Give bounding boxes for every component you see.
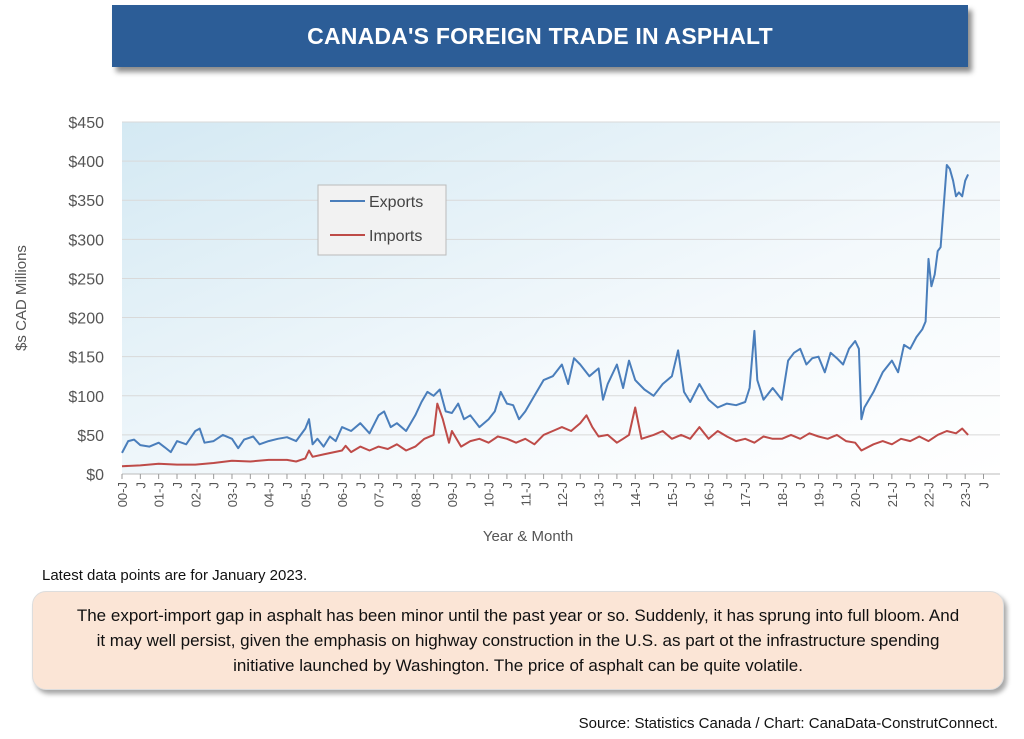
y-axis-ticks: $0 $50 $100 $150 $200 $250 $300 $350 $400 $450: [68, 115, 104, 484]
legend-imports-label: Imports: [369, 228, 422, 245]
x-tick-label: 01-J: [152, 482, 167, 507]
legend: Exports Imports: [317, 184, 447, 256]
x-tick-label: J: [133, 482, 148, 489]
x-axis-ticks: 00-J J 01-J J 02-J J 03-J J 04-J J 05-J J 06-J J 07-J J…: [115, 474, 992, 507]
y-tick-label: $100: [68, 389, 104, 406]
x-tick-label: J: [170, 482, 185, 489]
x-tick-label: 11-J: [518, 482, 533, 506]
x-tick-label: 09-J: [445, 482, 460, 507]
x-tick-label: 16-J: [702, 482, 717, 507]
x-tick-label: J: [317, 482, 332, 489]
x-axis-label: Year & Month: [483, 528, 573, 545]
x-tick-label: J: [720, 482, 735, 489]
plot-area: [122, 122, 1000, 474]
legend-box: [317, 184, 447, 256]
x-tick-label: 00-J: [115, 482, 130, 507]
x-tick-label: 08-J: [408, 482, 423, 507]
legend-exports-label: Exports: [369, 194, 423, 211]
y-tick-label: $0: [86, 467, 104, 484]
x-tick-label: 19-J: [812, 482, 827, 507]
x-tick-label: 04-J: [262, 482, 277, 507]
y-tick-label: $50: [77, 428, 104, 445]
x-tick-label: 18-J: [775, 482, 790, 507]
y-tick-label: $350: [68, 193, 104, 210]
x-tick-label: J: [427, 482, 442, 489]
latest-data-note: Latest data points are for January 2023.: [42, 567, 308, 584]
x-tick-label: 06-J: [335, 482, 350, 507]
x-tick-label: J: [390, 482, 405, 489]
x-tick-label: J: [207, 482, 222, 489]
x-tick-label: J: [243, 482, 258, 489]
x-tick-label: 23-J: [958, 482, 973, 507]
series-line-exports: [121, 164, 970, 454]
y-tick-label: $250: [68, 271, 104, 288]
x-tick-label: 21-J: [885, 482, 900, 507]
x-tick-label: 07-J: [372, 482, 387, 507]
x-tick-label: J: [940, 482, 955, 489]
x-tick-label: 14-J: [628, 482, 643, 507]
commentary-text: The export-import gap in asphalt has bee…: [76, 606, 960, 675]
x-tick-label: J: [793, 482, 808, 489]
y-tick-label: $400: [68, 154, 104, 171]
x-tick-label: J: [830, 482, 845, 489]
y-tick-label: $200: [68, 311, 104, 328]
x-tick-label: J: [610, 482, 625, 489]
x-tick-label: J: [757, 482, 772, 489]
x-tick-label: J: [867, 482, 882, 489]
series-lines: [121, 164, 970, 468]
chart-title: CANADA'S FOREIGN TRADE IN ASPHALT: [307, 22, 773, 49]
y-tick-label: $150: [68, 350, 104, 367]
x-tick-label: J: [537, 482, 552, 489]
x-tick-label: 12-J: [555, 482, 570, 507]
x-tick-label: 15-J: [665, 482, 680, 507]
x-tick-label: J: [903, 482, 918, 489]
title-banner: CANADA'S FOREIGN TRADE IN ASPHALT: [112, 5, 968, 67]
x-tick-label: 22-J: [922, 482, 937, 507]
series-line-imports: [121, 402, 969, 468]
x-tick-label: J: [977, 482, 992, 489]
x-tick-label: 17-J: [738, 482, 753, 507]
x-tick-label: 03-J: [225, 482, 240, 507]
x-tick-label: 20-J: [848, 482, 863, 507]
x-tick-label: J: [463, 482, 478, 489]
y-tick-label: $300: [68, 232, 104, 249]
x-tick-label: J: [683, 482, 698, 489]
x-tick-label: 10-J: [482, 482, 497, 507]
x-tick-label: J: [647, 482, 662, 489]
y-tick-label: $450: [68, 115, 104, 132]
gridlines: [122, 121, 1000, 475]
y-axis-label: $s CAD Millions: [13, 245, 30, 351]
commentary-box: The export-import gap in asphalt has bee…: [32, 591, 1004, 690]
source-credit: Source: Statistics Canada / Chart: CanaD…: [578, 715, 998, 732]
x-tick-label: J: [353, 482, 368, 489]
x-tick-label: J: [573, 482, 588, 489]
line-chart: $0 $50 $100 $150 $200 $250 $300 $350 $400 $450 00…: [13, 115, 1000, 545]
x-tick-label: J: [280, 482, 295, 489]
x-tick-label: J: [500, 482, 515, 489]
x-tick-label: 02-J: [188, 482, 203, 507]
x-tick-label: 13-J: [592, 482, 607, 507]
x-tick-label: 05-J: [298, 482, 313, 507]
